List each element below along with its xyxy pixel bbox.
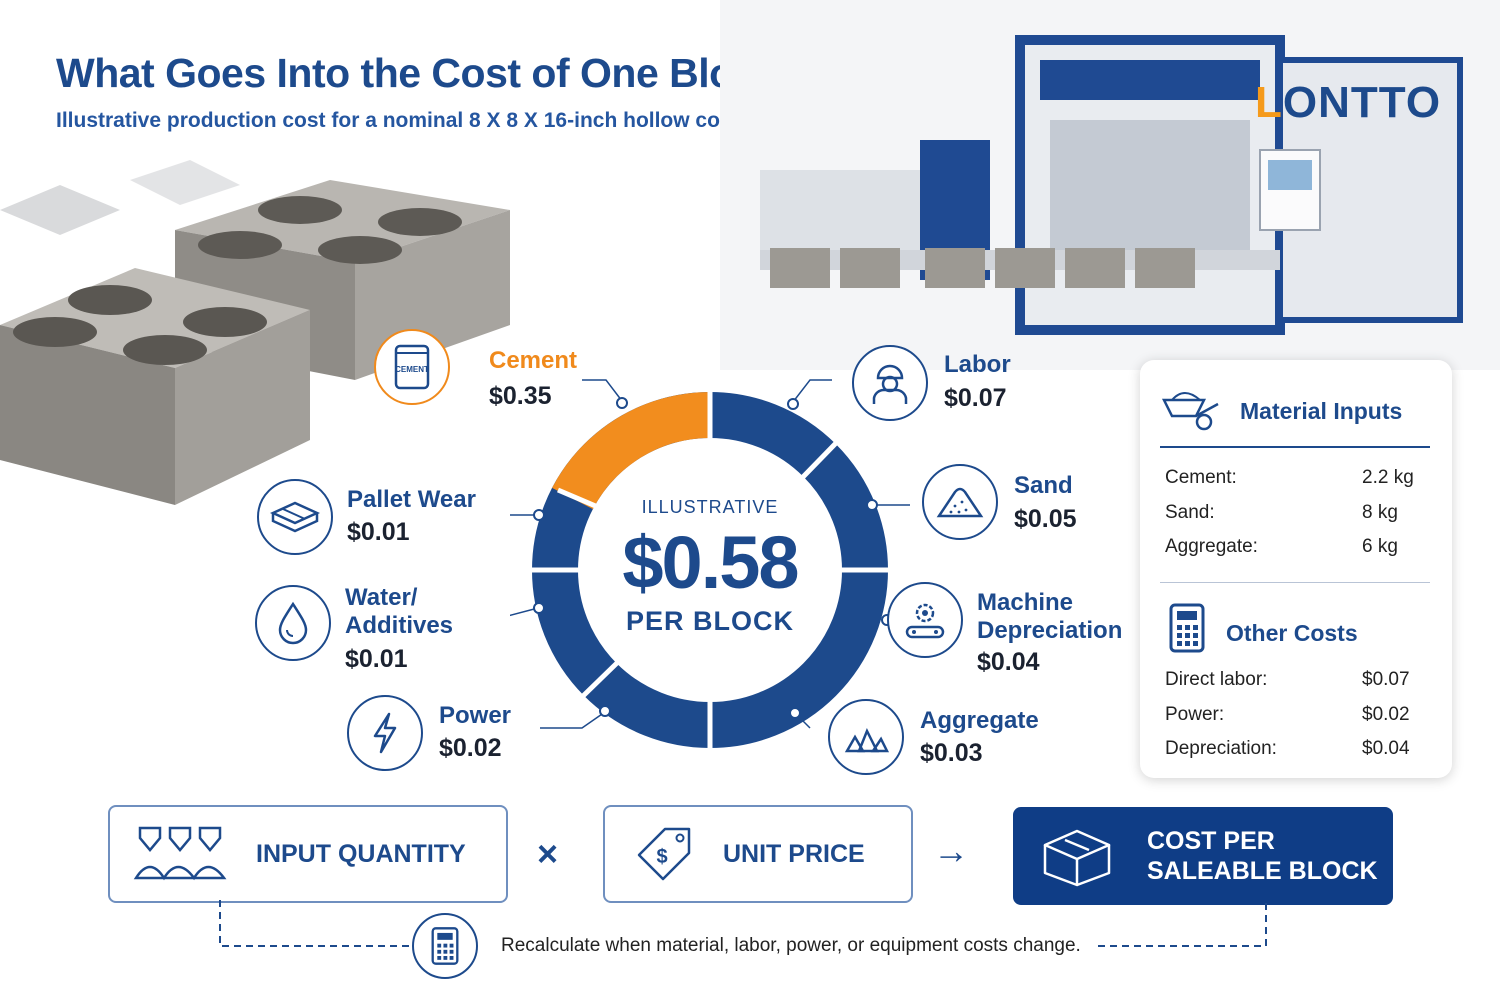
pallet-icon bbox=[257, 479, 333, 555]
calculator-icon bbox=[1169, 603, 1205, 653]
center-label: ILLUSTRATIVE bbox=[641, 497, 779, 517]
water-drop-icon bbox=[255, 585, 331, 661]
calculator-icon bbox=[412, 913, 478, 979]
labor-label: Labor bbox=[944, 351, 1011, 378]
concrete-blocks-image bbox=[0, 160, 510, 505]
pallet-wear-value: $0.01 bbox=[347, 518, 410, 546]
cost-details-card: Material Inputs Cement: 2.2 kg Sand: 8 k… bbox=[1140, 360, 1452, 778]
svg-text:CEMENT: CEMENT bbox=[395, 365, 429, 374]
power-label: Power bbox=[439, 702, 512, 729]
water-additives-value: $0.01 bbox=[345, 645, 408, 673]
material-value: 2.2 kg bbox=[1362, 467, 1414, 488]
hoppers-icon bbox=[133, 826, 227, 881]
material-label: Sand: bbox=[1165, 502, 1215, 523]
gear-conveyor-icon bbox=[887, 582, 963, 658]
other-costs-heading: Other Costs bbox=[1226, 620, 1358, 646]
machine-depreciation-value: $0.04 bbox=[977, 648, 1040, 676]
sand-value: $0.05 bbox=[1014, 505, 1077, 533]
divider bbox=[1160, 446, 1430, 448]
material-value: 8 kg bbox=[1362, 502, 1398, 523]
recalculate-loop-line bbox=[219, 900, 1267, 947]
lightning-icon bbox=[347, 695, 423, 771]
page-title: What Goes Into the Cost of One Block? bbox=[56, 50, 803, 96]
wheelbarrow-icon bbox=[1161, 392, 1219, 431]
stones-icon bbox=[828, 699, 904, 775]
cement-bag-icon: CEMENT bbox=[374, 329, 450, 405]
material-value: 6 kg bbox=[1362, 536, 1398, 557]
input-quantity-box: INPUT QUANTITY bbox=[108, 805, 508, 903]
block-machine-image bbox=[720, 0, 1500, 370]
water-additives-label: Water/Additives bbox=[345, 584, 454, 639]
recalculate-note: Recalculate when material, labor, power,… bbox=[501, 935, 1081, 956]
brand-logo: LONTTO bbox=[1255, 78, 1442, 127]
other-cost-label: Depreciation: bbox=[1165, 738, 1277, 759]
power-value: $0.02 bbox=[439, 734, 502, 762]
material-label: Cement: bbox=[1165, 467, 1237, 488]
cost-donut-chart bbox=[510, 379, 910, 750]
other-cost-value: $0.04 bbox=[1362, 738, 1410, 759]
input-quantity-label: INPUT QUANTITY bbox=[256, 839, 466, 868]
other-cost-value: $0.02 bbox=[1362, 704, 1410, 725]
sand-pile-icon bbox=[922, 464, 998, 540]
unit-price-label: UNIT PRICE bbox=[723, 839, 865, 868]
unit-price-box: $ UNIT PRICE bbox=[603, 805, 913, 903]
equals-arrow: → bbox=[933, 830, 969, 871]
box-icon bbox=[1043, 829, 1111, 887]
cost-per-block-box: COST PER SALEABLE BLOCK bbox=[1013, 807, 1393, 905]
aggregate-label: Aggregate bbox=[920, 707, 1039, 734]
labor-value: $0.07 bbox=[944, 384, 1007, 412]
other-cost-label: Direct labor: bbox=[1165, 669, 1268, 690]
center-total-value: $0.58 bbox=[622, 521, 799, 604]
machine-depreciation-label: Machine Depreciation bbox=[977, 589, 1123, 644]
divider bbox=[1160, 582, 1430, 583]
price-tag-icon: $ bbox=[637, 827, 691, 881]
page-subtitle: Illustrative production cost for a nomin… bbox=[56, 109, 844, 132]
aggregate-value: $0.03 bbox=[920, 739, 983, 767]
material-inputs-heading: Material Inputs bbox=[1240, 398, 1403, 424]
multiply-operator: × bbox=[537, 833, 559, 874]
pallet-wear-label: Pallet Wear bbox=[347, 486, 476, 513]
cement-label: Cement bbox=[489, 347, 578, 374]
material-label: Aggregate: bbox=[1165, 536, 1258, 557]
worker-icon bbox=[852, 345, 928, 421]
other-cost-value: $0.07 bbox=[1362, 669, 1410, 690]
cement-value: $0.35 bbox=[489, 382, 552, 410]
other-cost-label: Power: bbox=[1165, 704, 1225, 725]
cost-per-block-label: COST PER SALEABLE BLOCK bbox=[1147, 827, 1378, 885]
svg-text:$: $ bbox=[656, 846, 667, 868]
sand-label: Sand bbox=[1014, 472, 1073, 499]
center-unit: PER BLOCK bbox=[625, 606, 794, 636]
